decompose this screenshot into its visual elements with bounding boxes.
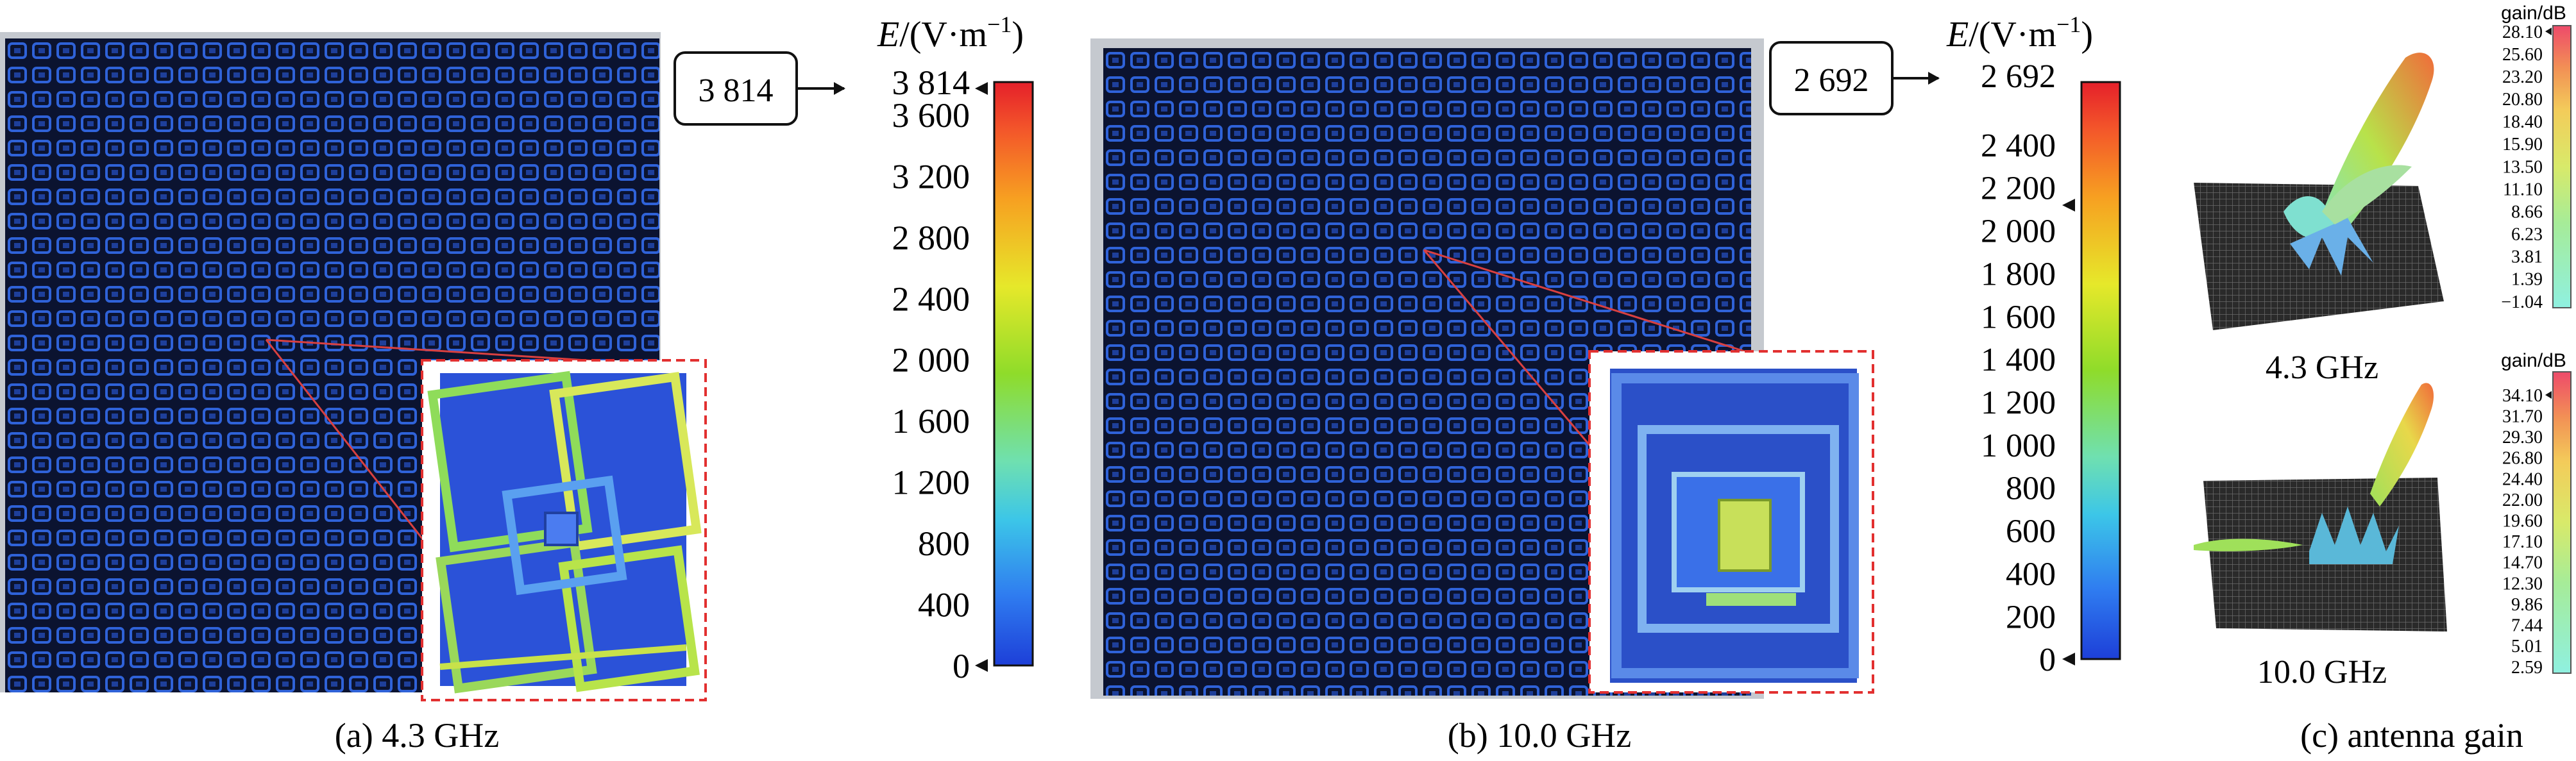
- tick-label: 34.10: [2502, 386, 2543, 406]
- tick-label: 12.30: [2502, 574, 2543, 594]
- tick-label: 600: [2006, 514, 2056, 550]
- tick-label: 2 200: [1981, 171, 2056, 207]
- min-marker-b: [2062, 653, 2075, 665]
- tick-label: 25.60: [2502, 45, 2543, 65]
- max-marker-a: [975, 82, 988, 95]
- max-box-a-text: 3 814: [699, 72, 774, 109]
- tick-label: 8.66: [2511, 202, 2543, 222]
- tick-label: 1 200: [892, 464, 970, 502]
- tick-label: 31.70: [2502, 406, 2543, 426]
- tick-label: 400: [918, 585, 970, 624]
- marker-b: [2062, 199, 2075, 212]
- inset-a-image: [427, 371, 702, 694]
- tick-label: 1.39: [2511, 270, 2543, 290]
- tick-label: 22.00: [2502, 490, 2543, 510]
- tick-label: 3 600: [892, 96, 970, 135]
- tick-label: 1 600: [892, 402, 970, 440]
- tick-label: 11.10: [2503, 180, 2543, 199]
- panel-b: 2 692 E/(V·m−1) 2 692 2 400 2 200 2 000 1 80…: [1090, 12, 2121, 755]
- tick-label: 20.80: [2502, 90, 2543, 110]
- caption-b: (b) 10.0 GHz: [1448, 716, 1631, 755]
- tick-label: 800: [2006, 471, 2056, 507]
- tick-label: 6.23: [2511, 225, 2543, 245]
- gain-unit-top: gain/dB: [2501, 3, 2566, 24]
- tick-label: 2 000: [1981, 213, 2056, 250]
- tick-label: 9.86: [2511, 595, 2543, 615]
- unit-title-a: E/(V·m−1): [877, 12, 1024, 54]
- tick-label: 28.10: [2502, 22, 2543, 42]
- inset-b-image: [1610, 369, 1859, 683]
- leader-line-b: [1423, 249, 1745, 353]
- tick-label: 15.90: [2502, 135, 2543, 155]
- freq-label-bottom: 10.0 GHz: [2257, 654, 2387, 690]
- tick-label: 2 000: [892, 341, 970, 380]
- tick-label: 1 600: [1981, 299, 2056, 335]
- colorbar-b: [2080, 81, 2121, 660]
- tick-label: 17.10: [2502, 532, 2543, 552]
- tick-label: 0: [953, 647, 970, 685]
- tick-label: 1 800: [1981, 256, 2056, 292]
- tick-label: 1 200: [1981, 385, 2056, 421]
- tick-label: 23.20: [2502, 67, 2543, 87]
- tick-label: 3 814: [892, 63, 970, 102]
- tick-label: 24.40: [2502, 469, 2543, 489]
- colorbar-b-ticks: 2 692 2 400 2 200 2 000 1 800 1 600 1 400 1 200…: [1981, 58, 2056, 678]
- tick-label: 0: [2039, 642, 2056, 678]
- tick-label: 7.44: [2511, 616, 2543, 636]
- tick-label: 2 400: [892, 280, 970, 318]
- tick-label: 2 400: [1981, 128, 2056, 164]
- tick-label: 19.60: [2502, 511, 2543, 531]
- colorbar-a: [993, 81, 1034, 667]
- radiation-pattern-top: [2284, 53, 2434, 276]
- tick-label: 3 200: [892, 157, 970, 196]
- tick-label: 1 400: [1981, 342, 2056, 378]
- tick-label: 800: [918, 524, 970, 563]
- tick-label: 18.40: [2502, 112, 2543, 132]
- tick-label: 29.30: [2502, 428, 2543, 447]
- tick-label: 3.81: [2511, 247, 2543, 267]
- tick-label: −1.04: [2501, 292, 2543, 312]
- ground-plane-top: [2194, 183, 2444, 330]
- gain-colorbar-top: [2552, 25, 2572, 308]
- caption-c: (c) antenna gain: [2300, 716, 2523, 755]
- max-box-b-text: 2 692: [1794, 62, 1869, 99]
- min-marker-a: [975, 659, 988, 672]
- tick-label: 26.80: [2502, 449, 2543, 469]
- tick-label: 1 000: [1981, 428, 2056, 464]
- tick-label: 14.70: [2502, 553, 2543, 573]
- tick-label: 2.59: [2511, 658, 2543, 678]
- gain-colorbar-bottom: [2552, 371, 2572, 674]
- tick-label: 2 800: [892, 219, 970, 257]
- radiation-pattern-bottom: [2194, 383, 2434, 564]
- gain-unit-bottom: gain/dB: [2501, 350, 2566, 371]
- caption-a: (a) 4.3 GHz: [335, 716, 499, 755]
- freq-label-top: 4.3 GHz: [2266, 349, 2378, 386]
- tick-label: 13.50: [2502, 157, 2543, 177]
- tick-label: 200: [2006, 599, 2056, 635]
- tick-label: 2 692: [1981, 58, 2056, 95]
- tick-label: 5.01: [2511, 637, 2543, 656]
- tick-label: 400: [2006, 556, 2056, 592]
- unit-title-b: E/(V·m−1): [1946, 12, 2093, 54]
